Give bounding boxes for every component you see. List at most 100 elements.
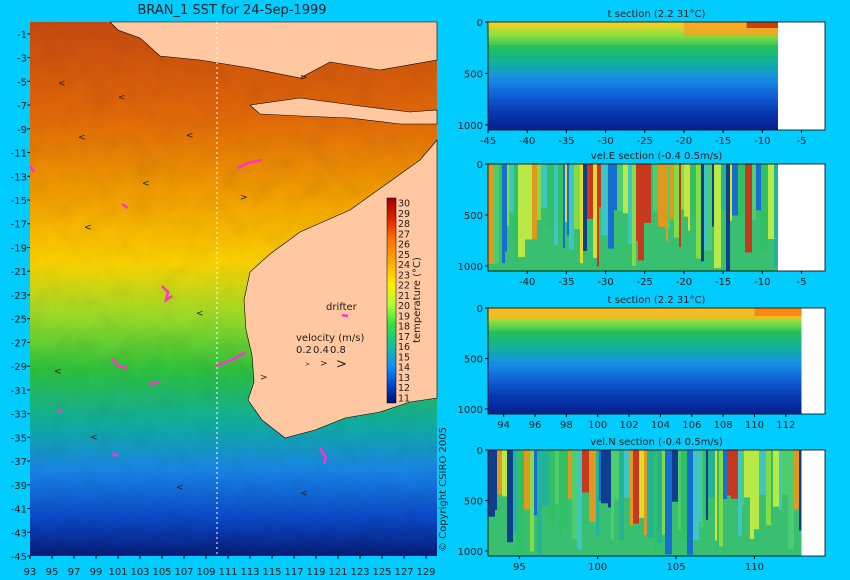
section-y-tick-label: 1000 <box>458 547 483 558</box>
section-x-tick-label: 94 <box>497 420 510 431</box>
section-band <box>488 384 802 386</box>
velocity-column <box>779 450 782 511</box>
velocity-column <box>542 450 549 507</box>
drifter-track <box>111 452 119 458</box>
velocity-column <box>699 450 701 523</box>
drifter-tracks <box>28 158 328 465</box>
colorbar-tick-label: 25 <box>398 250 410 261</box>
velocity-column <box>624 450 630 498</box>
velocity-column <box>554 164 558 246</box>
section-x-tick-label: -25 <box>637 136 653 147</box>
velocity-arrow: < <box>84 223 92 233</box>
velocity-column <box>706 450 708 520</box>
section-x-tick-label: -35 <box>558 277 574 288</box>
velocity-column <box>799 450 802 531</box>
section-x-tick-label: -20 <box>676 136 692 147</box>
velocity-column <box>701 450 703 527</box>
map-y-tick-label: -15 <box>11 196 27 207</box>
map-y-tick-label: -29 <box>11 362 27 373</box>
map-y-tick-label: -27 <box>11 338 27 349</box>
velocity-column <box>488 450 495 517</box>
map-y-tick-label: -13 <box>11 172 27 183</box>
velocity-column <box>572 450 577 540</box>
velocity-column <box>672 450 678 502</box>
map-x-tick-label: 111 <box>218 567 237 578</box>
section-y-tick-label: 0 <box>477 446 483 457</box>
velocity-legend-value: 0.2 <box>296 345 312 356</box>
map-y-tick-label: -41 <box>11 505 27 516</box>
velocity-column <box>678 450 681 531</box>
velocity-column <box>681 450 687 539</box>
map-x-tick-label: 97 <box>68 567 81 578</box>
velocity-column <box>580 164 583 264</box>
velocity-column <box>614 450 619 500</box>
velocity-column <box>717 450 719 549</box>
velocity-legend-value: 0.8 <box>330 345 346 356</box>
velocity-column <box>782 450 788 495</box>
drifter-track <box>149 380 161 386</box>
colorbar <box>386 197 397 404</box>
section-title: vel.E section (-0.4 0.5m/s) <box>591 151 723 162</box>
velocity-column <box>633 450 639 524</box>
colorbar-tick-label: 17 <box>398 332 410 343</box>
section-y-tick-label: 1000 <box>458 405 483 416</box>
section-field <box>488 22 778 130</box>
drifter-track <box>318 447 328 465</box>
velocity-column <box>611 450 614 540</box>
velocity-column <box>565 164 567 223</box>
map-y-tick-label: -45 <box>11 552 27 563</box>
velocity-column <box>721 164 726 210</box>
velocity-column <box>668 164 670 230</box>
section-frame <box>487 163 826 272</box>
velocity-column <box>794 450 799 510</box>
section-x-tick-label: 106 <box>682 420 701 431</box>
velocity-column <box>513 450 517 532</box>
velocity-column <box>534 450 537 516</box>
velocity-column <box>688 164 690 231</box>
velocity-column <box>759 450 766 495</box>
velocity-column <box>768 164 774 239</box>
section-band <box>488 56 778 58</box>
velocity-column <box>541 164 547 208</box>
velocity-legend-arrow: > <box>305 361 310 368</box>
velocity-column <box>619 450 624 541</box>
velocity-column <box>670 164 674 220</box>
velocity-column <box>593 164 597 258</box>
velocity-column <box>651 164 653 219</box>
section-x-tick-label: 98 <box>560 420 573 431</box>
velocity-column <box>530 450 534 552</box>
colorbar-tick-label: 13 <box>398 373 410 384</box>
velocity-column <box>707 164 712 251</box>
colorbar-tick-label: 18 <box>398 322 410 333</box>
velocity-column <box>596 450 599 538</box>
section-title: t section (2.2 31°C) <box>608 9 706 20</box>
map-y-tick-label: -1 <box>17 30 27 41</box>
velocity-column <box>674 164 679 238</box>
drifter-track <box>111 357 129 370</box>
velocity-column <box>701 164 704 262</box>
velocity-column <box>731 450 738 499</box>
map-x-tick-label: 115 <box>262 567 281 578</box>
velocity-column <box>754 450 759 530</box>
velocity-arrow: > <box>300 73 308 83</box>
section-x-tick-label: -10 <box>754 136 770 147</box>
section-x-tick-label: 100 <box>588 420 607 431</box>
map-x-tick-label: 103 <box>130 567 149 578</box>
drifter-legend-symbol <box>341 313 349 318</box>
section-x-tick-label: 102 <box>620 420 639 431</box>
section-x-tick-label: -5 <box>796 136 806 147</box>
section-x-tick-label: -35 <box>558 136 574 147</box>
velocity-column <box>761 164 768 251</box>
colorbar-tick-label: 19 <box>398 311 410 322</box>
velocity-column <box>644 164 651 223</box>
colorbar-tick-label: 29 <box>398 209 410 220</box>
velocity-column <box>774 164 778 267</box>
section-panel-4: vel.N section (-0.4 0.5m/s) 95 100 105 110 0 5… <box>458 437 826 573</box>
section-band <box>488 110 778 112</box>
section-x-tick-label: 105 <box>667 562 686 573</box>
velocity-arrow: < <box>186 131 194 141</box>
velocity-column <box>568 450 572 499</box>
map-x-tick-label: 101 <box>108 567 127 578</box>
map-x-tick-labels: 93 95 97 99 101 103 105 107 109 111 113 115 117 119 12… <box>24 556 436 578</box>
